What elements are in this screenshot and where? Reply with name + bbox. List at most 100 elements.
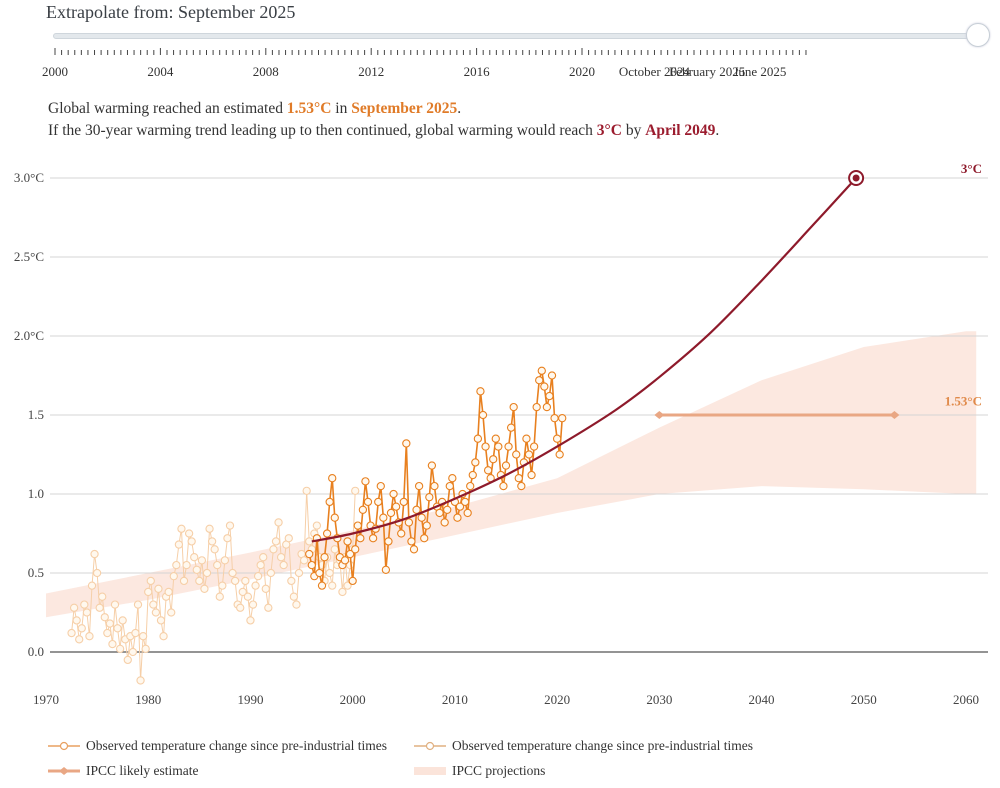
- observed-point: [547, 371, 557, 380]
- observed-point: [172, 560, 181, 570]
- observed-point: [397, 529, 406, 538]
- observed-point: [184, 529, 194, 538]
- ipcc-estimate-marker: [654, 411, 665, 419]
- observed-point: [351, 486, 360, 495]
- observed-point: [343, 581, 352, 590]
- ipcc-estimate-marker: [889, 411, 900, 419]
- summary-text-part: .: [715, 122, 720, 139]
- observed-point: [328, 581, 337, 590]
- observed-point: [460, 497, 470, 507]
- observed-point: [90, 549, 99, 559]
- observed-point: [202, 568, 212, 578]
- observed-point: [207, 537, 217, 546]
- observed-point: [103, 628, 112, 638]
- legend-item-observed[interactable]: Observed temperature change since pre-in…: [48, 738, 387, 754]
- observed-point: [435, 508, 444, 518]
- x-tick-label: 1990: [237, 692, 263, 707]
- observed-point: [138, 632, 148, 641]
- observed-point: [491, 434, 500, 443]
- observed-point: [389, 489, 398, 499]
- observed-point: [284, 534, 293, 543]
- observed-point: [98, 592, 107, 601]
- observed-point: [545, 391, 554, 401]
- observed-point: [133, 600, 143, 609]
- observed-point: [440, 518, 449, 527]
- observed-point: [481, 442, 490, 451]
- observed-point: [223, 534, 232, 543]
- slider-labels: 2000 2004 2008 2012 2016 2020 October 2024 Febr…: [0, 64, 1000, 82]
- legend-symbol-icon: [48, 741, 80, 751]
- ipcc-projection-band: [46, 331, 977, 618]
- slider-label: February 2025: [669, 64, 746, 79]
- observed-point: [320, 553, 329, 562]
- summary-text-part: .: [457, 100, 462, 117]
- observed-point: [466, 481, 475, 491]
- observed-point: [368, 534, 378, 543]
- observed-point: [228, 568, 237, 578]
- observed-point: [87, 581, 97, 590]
- observed-point: [504, 442, 513, 451]
- slider-label: 2020: [569, 64, 595, 79]
- legend-item-ipcc-estimate[interactable]: IPCC likely estimate: [48, 763, 199, 779]
- observed-point: [253, 572, 263, 581]
- observed-point: [164, 587, 173, 597]
- observed-point: [205, 524, 214, 533]
- observed-point: [558, 414, 567, 423]
- observed-point: [376, 481, 385, 491]
- date-slider-track[interactable]: [53, 33, 980, 39]
- observed-point: [95, 603, 104, 612]
- observed-point: [100, 613, 109, 622]
- slider-label: 2012: [358, 64, 385, 79]
- x-tick-label: 2020: [544, 692, 570, 707]
- legend-label: Observed temperature change since pre-in…: [86, 738, 388, 753]
- observed-point: [302, 486, 311, 495]
- observed-point: [264, 603, 273, 612]
- target-marker-dot: [852, 174, 860, 182]
- date-slider-thumb[interactable]: [966, 23, 990, 47]
- warming-chart: 0.0 0.5 1.0 1.5 2.0°C 2.5°C 3.0°C 1970 1980 1990 2…: [14, 161, 988, 707]
- slider-label: 2016: [463, 64, 490, 79]
- observed-point: [236, 603, 245, 612]
- observed-point: [414, 481, 424, 491]
- observed-point: [412, 505, 421, 514]
- slider-title: Extrapolate from: September 2025: [46, 2, 296, 22]
- observed-point: [386, 508, 396, 518]
- observed-point: [312, 521, 322, 530]
- observed-point: [243, 592, 253, 601]
- observed-point: [476, 387, 485, 396]
- slider-label: 2008: [252, 64, 279, 79]
- observed-point: [289, 592, 299, 601]
- observed-line: [308, 370, 564, 586]
- observed-point: [210, 545, 219, 554]
- observed-point: [425, 493, 434, 502]
- legend-item-observed-faded[interactable]: Observed temperature change since pre-in…: [414, 738, 753, 754]
- observed-point: [353, 521, 362, 530]
- x-tick-label: 1970: [33, 692, 59, 707]
- slider-label: 2004: [147, 64, 174, 79]
- observed-point: [251, 581, 260, 590]
- y-tick-label: 0.0: [28, 644, 44, 659]
- x-tick-label: 2060: [953, 692, 979, 707]
- observed-point: [179, 576, 189, 586]
- legend-item-ipcc-band[interactable]: IPCC projections: [414, 763, 545, 779]
- observed-point: [317, 581, 327, 590]
- observed-point: [174, 540, 184, 549]
- observed-point: [552, 434, 562, 443]
- y-tick-label: 3.0°C: [14, 170, 44, 185]
- x-tick-label: 2050: [851, 692, 877, 707]
- observed-point: [489, 455, 498, 464]
- observed-point: [261, 584, 270, 593]
- summary-line-1: Global warming reached an estimated 1.53…: [48, 98, 719, 120]
- observed-point: [512, 450, 521, 459]
- observed-point: [238, 587, 247, 597]
- observed-point: [514, 474, 523, 483]
- observed-point: [274, 518, 283, 527]
- x-tick-label: 2010: [442, 692, 468, 707]
- observed-point: [422, 521, 431, 530]
- observed-point: [463, 508, 472, 518]
- observed-point: [118, 616, 127, 625]
- observed-point: [506, 423, 516, 432]
- observed-point: [200, 584, 209, 593]
- observed-point: [85, 632, 94, 641]
- observed-point: [340, 556, 350, 565]
